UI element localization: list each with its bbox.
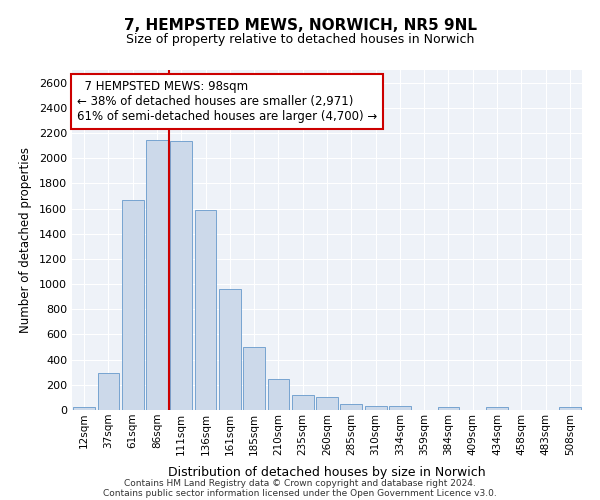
Text: Contains public sector information licensed under the Open Government Licence v3: Contains public sector information licen…	[103, 488, 497, 498]
Bar	[170, 140, 192, 410]
Bar	[146, 140, 168, 410]
Bar	[97, 373, 119, 410]
Text: 7 HEMPSTED MEWS: 98sqm  
← 38% of detached houses are smaller (2,971)
61% of sem: 7 HEMPSTED MEWS: 98sqm ← 38% of detached…	[77, 80, 377, 123]
Bar	[316, 398, 338, 410]
X-axis label: Distribution of detached houses by size in Norwich: Distribution of detached houses by size …	[168, 466, 486, 479]
Bar	[194, 210, 217, 410]
Bar	[486, 407, 508, 410]
Text: 7, HEMPSTED MEWS, NORWICH, NR5 9NL: 7, HEMPSTED MEWS, NORWICH, NR5 9NL	[124, 18, 476, 32]
Y-axis label: Number of detached properties: Number of detached properties	[19, 147, 32, 333]
Bar	[340, 404, 362, 410]
Text: Size of property relative to detached houses in Norwich: Size of property relative to detached ho…	[126, 32, 474, 46]
Bar	[389, 406, 411, 410]
Bar	[268, 379, 289, 410]
Text: Contains HM Land Registry data © Crown copyright and database right 2024.: Contains HM Land Registry data © Crown c…	[124, 478, 476, 488]
Bar	[365, 406, 386, 410]
Bar	[559, 408, 581, 410]
Bar	[243, 347, 265, 410]
Bar	[122, 200, 143, 410]
Bar	[437, 407, 460, 410]
Bar	[219, 289, 241, 410]
Bar	[292, 395, 314, 410]
Bar	[73, 407, 95, 410]
